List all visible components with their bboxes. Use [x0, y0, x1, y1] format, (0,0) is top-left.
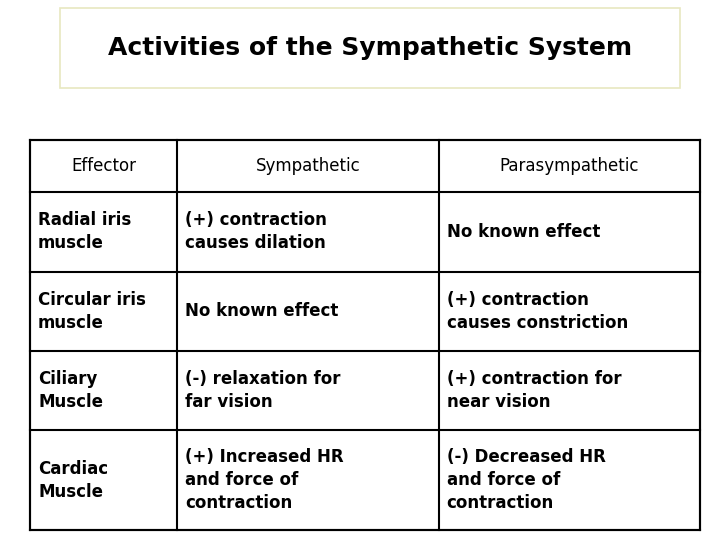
Text: Sympathetic: Sympathetic	[256, 157, 361, 175]
Text: Radial iris
muscle: Radial iris muscle	[38, 211, 131, 252]
Bar	[30, 140, 700, 530]
Text: (+) contraction for
near vision: (+) contraction for near vision	[446, 370, 621, 411]
Text: Parasympathetic: Parasympathetic	[500, 157, 639, 175]
Bar	[60, 8, 680, 88]
Text: (-) relaxation for
far vision: (-) relaxation for far vision	[186, 370, 341, 411]
Text: Effector: Effector	[71, 157, 136, 175]
Text: Activities of the Sympathetic System: Activities of the Sympathetic System	[108, 36, 632, 60]
Text: Ciliary
Muscle: Ciliary Muscle	[38, 370, 103, 411]
Text: No known effect: No known effect	[186, 302, 339, 320]
Text: (+) contraction
causes constriction: (+) contraction causes constriction	[446, 291, 628, 332]
Text: No known effect: No known effect	[446, 223, 600, 241]
Text: Circular iris
muscle: Circular iris muscle	[38, 291, 146, 332]
Text: (+) Increased HR
and force of
contraction: (+) Increased HR and force of contractio…	[186, 448, 344, 512]
Text: (+) contraction
causes dilation: (+) contraction causes dilation	[186, 211, 328, 252]
Text: (-) Decreased HR
and force of
contraction: (-) Decreased HR and force of contractio…	[446, 448, 606, 512]
Text: Cardiac
Muscle: Cardiac Muscle	[38, 460, 108, 501]
